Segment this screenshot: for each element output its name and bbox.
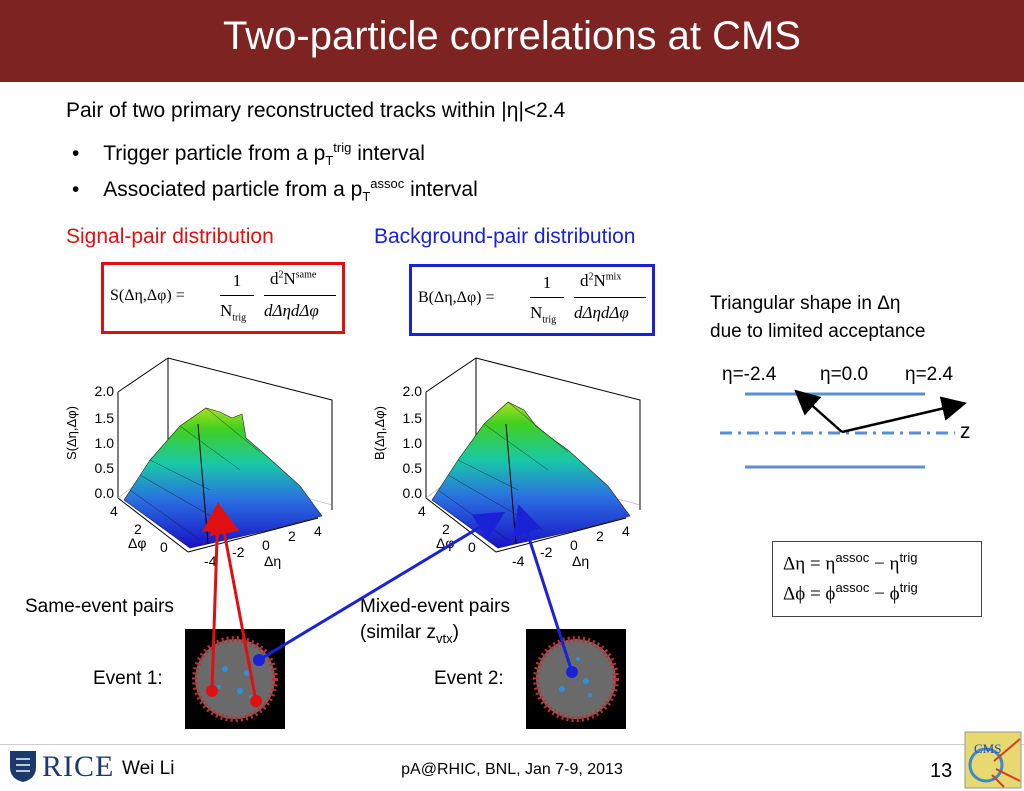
phi-tick: 0 [160,539,168,555]
z-tick: 2.0 [403,383,423,399]
eta-tick: -4 [204,553,217,569]
title-bar [0,0,1024,82]
phi-tick: 4 [110,503,118,519]
cms-logo-icon: CMS [964,731,1022,789]
z-axis-label: S(Δη,Δφ) [64,406,79,460]
rice-logo: RICE [42,750,115,783]
same-event-label: Same-event pairs [25,596,174,617]
mixed-pair-arrow [258,511,506,662]
eta-tick: -4 [512,553,525,569]
page-number: 13 [930,760,953,782]
slide-title: Two-particle correlations at CMS [223,14,801,58]
rice-shield-icon [10,751,36,782]
event2-label: Event 2: [434,668,504,689]
footer-author: Wei Li [122,758,175,779]
delta-eta-def: Δη = ηassoc − ηtrig [783,550,918,575]
z-tick: 0.5 [95,460,115,476]
phi-tick: 2 [442,521,450,537]
acceptance-diagram [720,389,967,469]
eta-tick: 0 [570,537,578,553]
bullet-trigger: • Trigger particle from a pTtrig interva… [72,140,425,169]
eta-tick: 0 [262,537,270,553]
mixed-event-label: Mixed-event pairs [360,596,510,617]
z-label: z [960,420,971,443]
same-pair-arrow [202,502,233,692]
eta-tick: 2 [596,528,604,544]
z-tick: 0.0 [95,485,115,501]
track-arrow-right [841,396,967,434]
bullet-associated: • Associated particle from a pTassoc int… [72,176,478,205]
eta-axis-label: Δη [572,553,589,569]
phi-axis-label: Δφ [128,535,146,551]
z-tick: 0.5 [403,460,423,476]
eta-tick: 4 [622,523,630,539]
eta-axis-label: Δη [264,553,281,569]
eta-label-pos: η=2.4 [905,364,954,385]
z-tick: 1.0 [95,435,115,451]
eta-tick: 2 [288,528,296,544]
z-tick: 1.5 [95,410,115,426]
triangle-note: Triangular shape in Δη due to limited ac… [710,293,926,342]
footer-divider [0,744,1024,745]
definitions-box: Δη = ηassoc − ηtrig Δϕ = ϕassoc − ϕtrig [772,541,982,617]
cms-logo-text: CMS [974,741,1001,756]
event1-label: Event 1: [93,668,163,689]
intro-text: Pair of two primary reconstructed tracks… [66,99,566,122]
same-pair-arrow [209,504,258,702]
eta-label-zero: η=0.0 [820,364,869,385]
z-tick: 1.5 [403,410,423,426]
phi-tick: 0 [468,539,476,555]
z-tick: 1.0 [403,435,423,451]
track-dot [250,695,262,707]
track-dot [566,666,578,678]
phi-tick: 2 [134,521,142,537]
similar-z-label: (similar zvtx) [360,622,459,646]
signal-formula: S(Δη,Δφ) = 1 Ntrig d2Nsame dΔηdΔφ [101,262,345,334]
eta-tick: -2 [540,544,553,560]
z-axis-label: B(Δη,Δφ) [372,406,387,460]
phi-tick: 4 [418,503,426,519]
footer-conference: pA@RHIC, BNL, Jan 7-9, 2013 [401,761,623,778]
background-plot: 2.0 1.5 1.0 0.5 0.0 B(Δη,Δφ) 4 2 0 Δφ -4… [372,357,641,569]
eta-label-neg: η=-2.4 [722,364,777,385]
z-tick: 2.0 [95,383,115,399]
event2-display [526,629,626,729]
delta-phi-def: Δϕ = ϕassoc − ϕtrig [783,580,918,605]
eta-tick: -2 [232,544,245,560]
mixed-pair-arrow [513,504,574,673]
eta-tick: 4 [314,523,322,539]
phi-axis-label: Δφ [436,535,454,551]
z-tick: 0.0 [403,485,423,501]
track-dot [206,685,218,697]
signal-heading: Signal-pair distribution [66,225,274,248]
background-heading: Background-pair distribution [374,225,636,248]
background-formula: B(Δη,Δφ) = 1 Ntrig d2Nmix dΔηdΔφ [409,264,655,336]
track-arrow-left [794,389,843,433]
